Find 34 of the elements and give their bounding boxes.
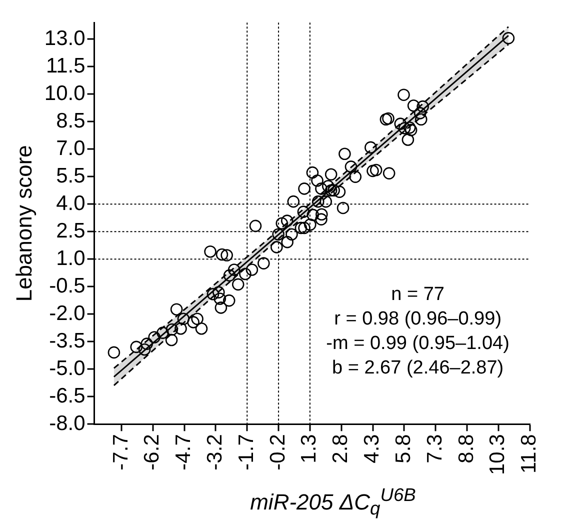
x-tick-label: 10.3 xyxy=(486,434,510,476)
x-tick-label: -0.2 xyxy=(266,434,290,470)
y-tick-label: 1.0 xyxy=(56,246,86,270)
y-tick-label: 2.5 xyxy=(56,219,86,242)
y-tick-label: 4.0 xyxy=(56,192,86,215)
x-tick-label: -1.7 xyxy=(234,434,258,470)
y-tick-label: 10.0 xyxy=(44,82,86,105)
y-tick-label: -3.5 xyxy=(49,329,86,352)
y-tick-label: -6.5 xyxy=(49,384,86,408)
x-tick-label: 8.8 xyxy=(454,434,478,464)
y-tick-label: 5.5 xyxy=(56,164,86,188)
y-tick-label: -2.0 xyxy=(49,302,86,325)
y-tick-label: -5.0 xyxy=(49,356,86,380)
annotation: r = 0.98 (0.96–0.99) xyxy=(334,308,502,330)
annotation: n = 77 xyxy=(391,284,444,305)
x-tick-label: 1.3 xyxy=(298,434,321,464)
annotation: -m = 0.99 (0.95–1.04) xyxy=(326,332,510,354)
x-tick-label: -4.7 xyxy=(172,434,196,470)
x-tick-label: 7.3 xyxy=(423,434,446,464)
x-tick-label: 5.8 xyxy=(392,434,415,464)
x-tick-label: -7.7 xyxy=(109,434,132,470)
x-tick-label: -6.2 xyxy=(140,434,164,470)
y-tick-label: 13.0 xyxy=(44,26,86,50)
x-tick-label: 2.8 xyxy=(329,434,352,464)
y-tick-label: 7.0 xyxy=(56,136,86,160)
x-tick-label: 4.3 xyxy=(360,434,384,464)
y-tick-label: 11.5 xyxy=(46,54,86,78)
x-tick-label: 11.8 xyxy=(518,434,541,474)
x-tick-label: -3.2 xyxy=(204,434,227,470)
y-tick-label: -0.5 xyxy=(49,274,86,298)
y-tick-label: 8.5 xyxy=(56,109,86,132)
y-axis-title: Lebanony score xyxy=(11,145,36,302)
annotation: b = 2.67 (2.46–2.87) xyxy=(332,357,504,378)
y-tick-label: -8.0 xyxy=(49,412,86,435)
